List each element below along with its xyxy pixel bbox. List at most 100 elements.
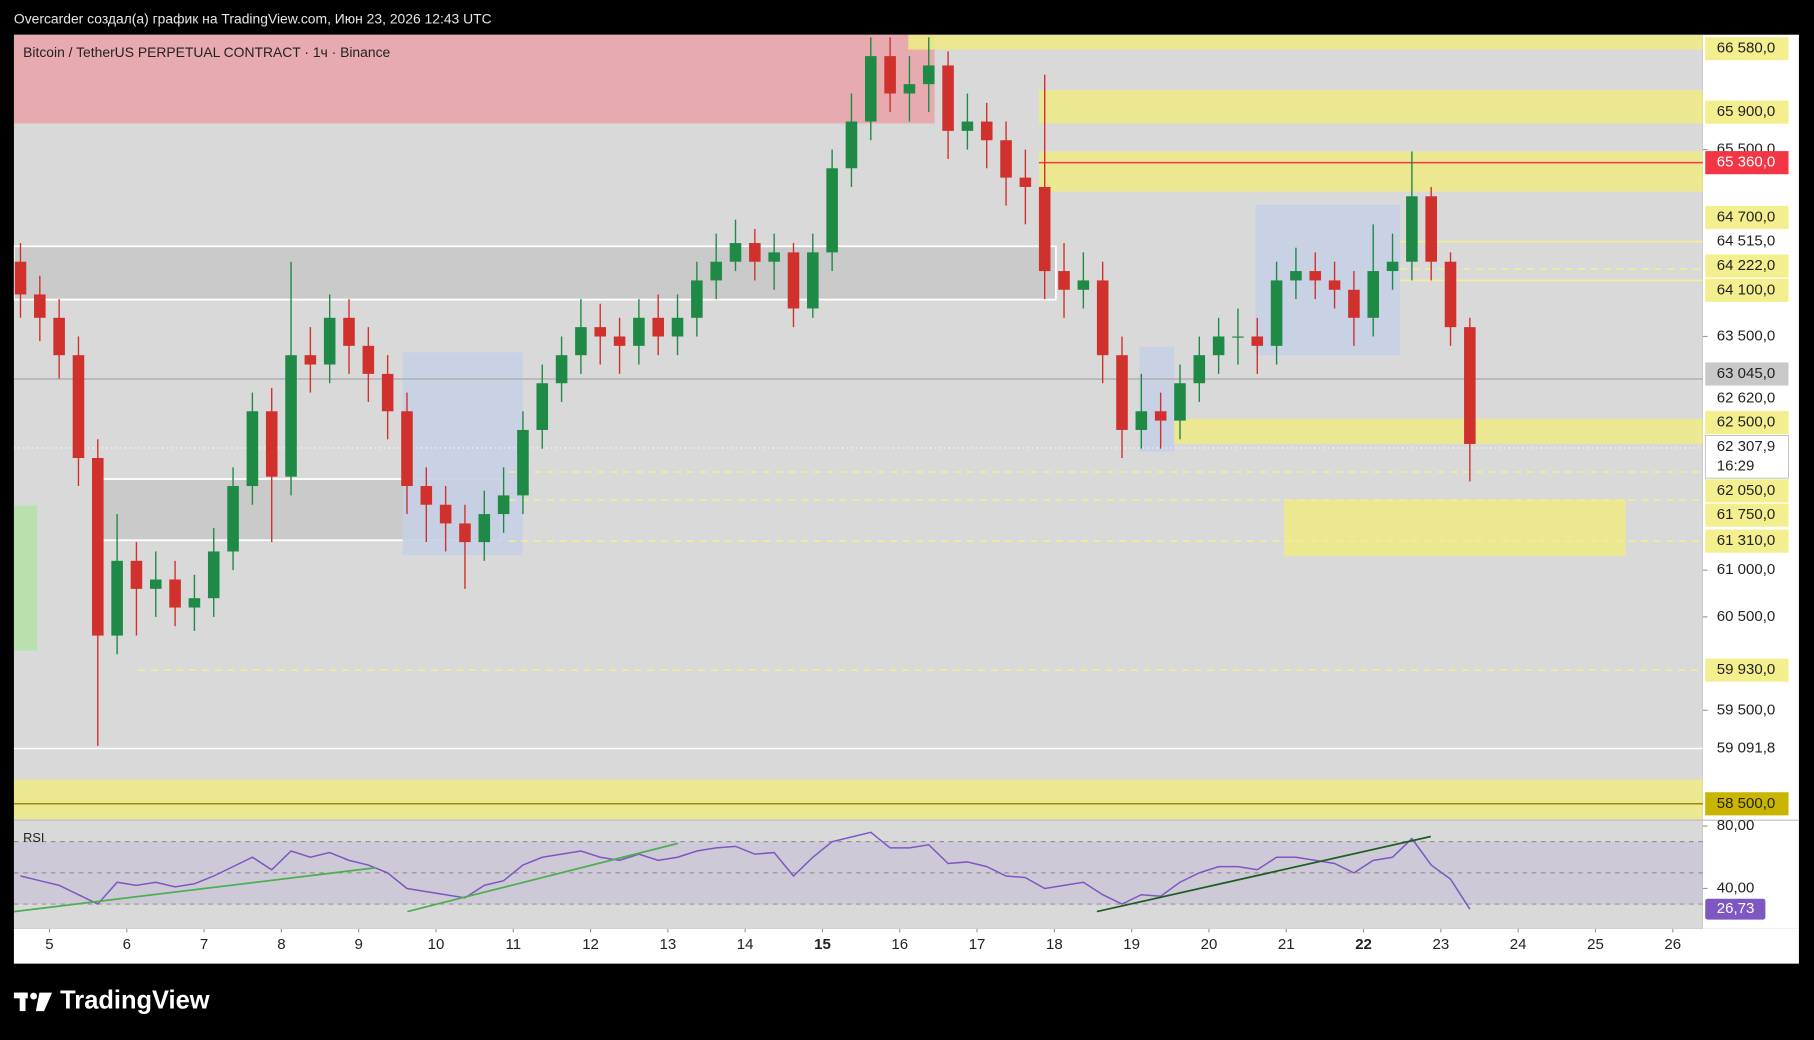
- candle-body: [207, 551, 220, 599]
- candle-body: [1367, 271, 1380, 318]
- x-tick-label: 10: [428, 936, 445, 953]
- zone: [908, 34, 1703, 50]
- x-tick-label: 5: [45, 936, 53, 953]
- candle-body: [1444, 261, 1457, 328]
- candle-body: [1328, 280, 1341, 290]
- candle-body: [1096, 280, 1109, 356]
- price-label-box: [1705, 205, 1789, 229]
- current-price-box: [1704, 435, 1789, 479]
- price-label-box: [1705, 254, 1789, 278]
- time-scale: [13, 928, 1799, 964]
- rsi-label: RSI: [23, 830, 44, 845]
- candle-body: [1135, 411, 1148, 430]
- candle-body: [1038, 186, 1051, 272]
- candle-body: [903, 84, 916, 94]
- candle-body: [1464, 327, 1476, 444]
- price-label-box: [1705, 503, 1789, 527]
- x-tick-label: 23: [1433, 936, 1450, 953]
- candle-body: [1019, 177, 1032, 187]
- price-label-box: [1705, 411, 1789, 435]
- price-label-box: [1705, 100, 1789, 124]
- candle-body: [111, 560, 123, 636]
- candle-body: [980, 121, 993, 141]
- candle-body: [1212, 336, 1225, 356]
- candle-body: [652, 317, 664, 337]
- price-label: 61 750,0: [1717, 506, 1775, 523]
- zone: [402, 352, 523, 556]
- candle-body: [594, 327, 607, 337]
- x-tick-label: 18: [1046, 936, 1063, 953]
- candle-body: [130, 560, 143, 589]
- axes: 80,00 40,00 26,73 5 6 7 8 9 10 11 12 13 14 15 16 17 18 19…: [45, 37, 1789, 953]
- candle-body: [304, 355, 317, 365]
- candle-body: [710, 261, 722, 281]
- candle-body: [768, 252, 780, 262]
- candle-body: [188, 598, 201, 608]
- header: Overcarder создал(а) график на TradingVi…: [14, 10, 492, 26]
- price-label: 65 360,0: [1717, 154, 1775, 171]
- candle-body: [922, 65, 935, 85]
- rsi-line: [20, 831, 1471, 910]
- x-tick-label: 14: [737, 936, 754, 953]
- x-tick-label: 22: [1355, 936, 1372, 953]
- price-label: 58 500,0: [1717, 795, 1775, 812]
- y-tick-label: 63 500,0: [1717, 327, 1775, 344]
- candle-body: [1348, 289, 1360, 318]
- x-tick-label: 25: [1587, 936, 1604, 953]
- rsi-trendline: [13, 866, 376, 913]
- zone: [1139, 346, 1175, 452]
- candle-body: [420, 486, 433, 505]
- price-label: 66 580,0: [1717, 40, 1775, 57]
- candle-body: [227, 486, 239, 552]
- candle-body: [1270, 280, 1283, 346]
- candle-body: [1077, 280, 1090, 290]
- candle-body: [1058, 271, 1070, 290]
- countdown-label: 16:29: [1717, 458, 1755, 475]
- price-label: 61 310,0: [1717, 532, 1775, 549]
- candle-body: [691, 280, 703, 318]
- candle-body: [845, 121, 858, 169]
- candle-body: [323, 317, 336, 365]
- candle-body: [1154, 411, 1167, 421]
- x-tick-label: 6: [123, 936, 131, 953]
- price-label-box: [1705, 278, 1789, 302]
- zone: [1174, 418, 1703, 444]
- price-label: 62 050,0: [1717, 482, 1775, 499]
- price-label: 62 500,0: [1717, 414, 1775, 431]
- candle-body: [1251, 336, 1264, 346]
- candle-body: [1309, 271, 1322, 281]
- price-label-box: [1705, 37, 1789, 61]
- zone: [13, 245, 1057, 301]
- x-tick-label: 15: [814, 936, 831, 953]
- candle-body: [942, 65, 954, 131]
- candle-body: [1232, 336, 1244, 338]
- candle-body: [149, 579, 162, 589]
- zone: [13, 34, 935, 124]
- candle-body: [807, 252, 819, 309]
- candle-body: [381, 373, 394, 412]
- x-tick-label: 17: [969, 936, 986, 953]
- candle-body: [1000, 140, 1012, 178]
- candle-body: [72, 355, 85, 458]
- candle-body: [1406, 196, 1418, 262]
- rsi-last-label: 26,73: [1717, 900, 1755, 917]
- price-label: 59 930,0: [1717, 661, 1775, 678]
- candle-body: [343, 317, 355, 346]
- x-tick-label: 8: [277, 936, 285, 953]
- candle-body: [633, 317, 645, 346]
- x-tick-label: 7: [200, 936, 208, 953]
- rsi-last-box: [1705, 898, 1766, 920]
- candle-body: [884, 56, 896, 94]
- candle-body: [787, 252, 800, 309]
- price-label: 63 045,0: [1717, 365, 1775, 382]
- price-label: 64 515,0: [1717, 233, 1775, 250]
- logo-text: TradingView: [60, 987, 210, 1015]
- candle-body: [1386, 261, 1399, 272]
- candle-body: [478, 514, 491, 543]
- candle-body: [729, 243, 742, 262]
- price-label-box: [1705, 529, 1789, 553]
- candle-body: [961, 121, 974, 131]
- x-tick-label: 16: [891, 936, 908, 953]
